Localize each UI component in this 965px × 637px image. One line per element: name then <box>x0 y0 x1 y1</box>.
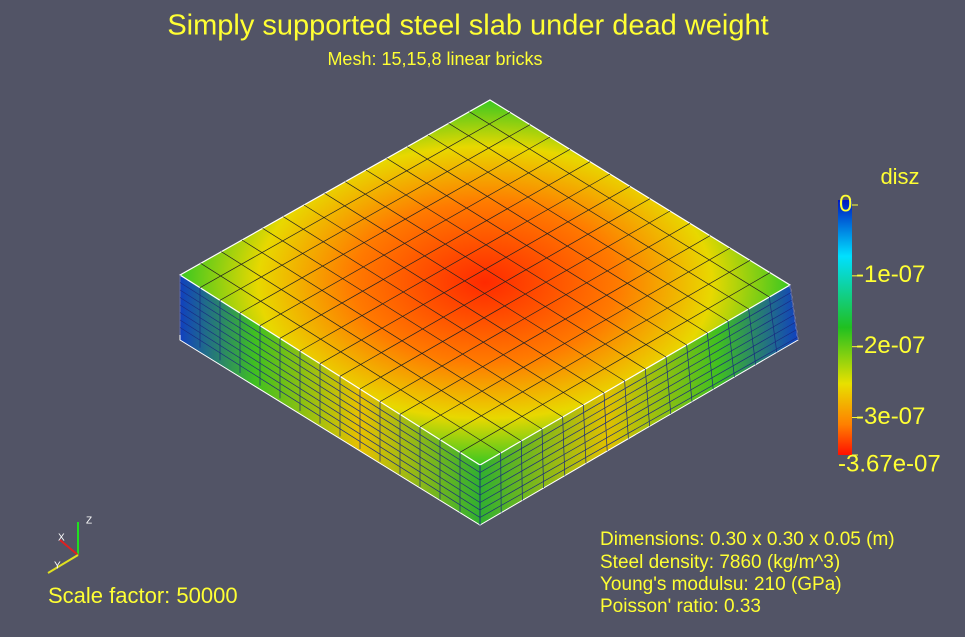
mesh-line <box>665 356 672 415</box>
colorbar-label: -2e-07 <box>856 332 925 359</box>
annotation: Dimensions: 0.30 x 0.30 x 0.05 (m) <box>600 529 895 550</box>
x-axis <box>59 539 79 556</box>
mesh-line <box>345 181 646 370</box>
mesh-line <box>359 210 671 390</box>
mesh-line <box>379 223 691 402</box>
annotation: Young's modulsu: 210 (GPa) <box>600 574 842 595</box>
mesh-line <box>241 239 543 430</box>
title: Simply supported steel slab under dead w… <box>167 10 768 42</box>
mesh-line <box>520 440 523 501</box>
mesh-line <box>262 228 563 418</box>
mesh-line <box>239 136 551 314</box>
colorbar-title: disz <box>880 164 919 189</box>
mesh-line <box>324 193 625 382</box>
colorbar-label: -3.67e-07 <box>838 450 941 477</box>
colorbar-label: -1e-07 <box>856 261 925 288</box>
mesh-line <box>399 235 711 415</box>
mesh-line <box>259 149 571 326</box>
mesh-line <box>319 186 631 364</box>
colorbar-label: 0 <box>839 190 852 217</box>
mesh-line <box>299 173 611 352</box>
axis-label: Z <box>86 516 92 527</box>
mesh-line <box>706 332 714 390</box>
mesh-line <box>339 198 651 377</box>
mesh-line <box>439 260 751 440</box>
mesh-line <box>427 134 729 322</box>
mesh-line <box>199 112 511 288</box>
scale-factor: Scale factor: 50000 <box>48 583 238 608</box>
mesh-line <box>219 124 531 301</box>
mesh-line <box>582 404 587 464</box>
annotation: Poisson' ratio: 0.33 <box>600 596 761 617</box>
y-axis <box>47 554 79 574</box>
mesh-line <box>469 111 770 298</box>
mesh-line <box>500 452 502 513</box>
subtitle: Mesh: 15,15,8 linear bricks <box>327 49 542 69</box>
colorbar <box>838 200 852 455</box>
mesh-line <box>448 123 749 310</box>
axis-label: X <box>58 533 65 544</box>
mesh-line <box>768 296 778 353</box>
mesh-line <box>283 216 584 406</box>
mesh-line <box>603 392 608 452</box>
annotation: Steel density: 7860 (kg/m^3) <box>600 552 840 573</box>
slab-model <box>178 99 799 526</box>
mesh-line <box>644 368 650 427</box>
mesh-line <box>789 284 799 341</box>
mesh-line <box>727 320 735 378</box>
mesh-line <box>279 161 591 339</box>
axis-label: Y <box>54 561 61 572</box>
mesh-line <box>419 247 731 428</box>
mesh-line <box>624 380 629 439</box>
mesh-line <box>562 416 566 476</box>
mesh-line <box>365 169 667 358</box>
mesh-line <box>303 204 605 394</box>
mesh-line <box>748 308 756 365</box>
axes-triad: Z X Y <box>47 516 92 574</box>
mesh-line <box>459 272 771 453</box>
mesh-line <box>221 251 522 442</box>
colorbar-label: -3e-07 <box>856 403 925 430</box>
mesh-line <box>200 263 501 454</box>
slab-top <box>180 100 790 465</box>
mesh-line <box>541 428 544 489</box>
mesh-line <box>407 146 708 334</box>
mesh-line <box>686 344 693 402</box>
mesh-line <box>386 158 687 346</box>
